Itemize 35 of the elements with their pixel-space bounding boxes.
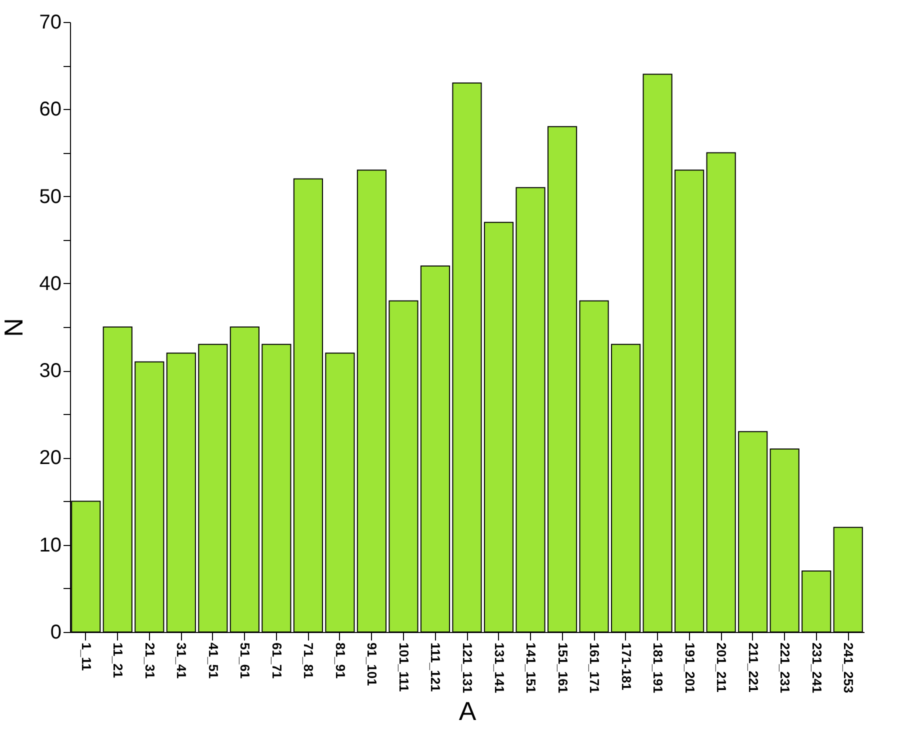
x-tick-label: 211_221 [746, 642, 761, 692]
y-tick-label: 70 [39, 12, 62, 34]
x-tick-label: 91_101 [364, 642, 380, 686]
x-tick-label: 171-181 [618, 642, 634, 690]
x-tick-label: 1_11 [78, 642, 94, 671]
y-tick-label: 50 [39, 186, 62, 208]
y-tick-label: 0 [50, 622, 62, 644]
x-tick-label: 41_51 [206, 642, 221, 679]
x-tick-label: 31_41 [174, 642, 190, 679]
x-tick-label: 241_253 [841, 642, 856, 694]
x-tick-label: 121_131 [460, 642, 475, 694]
x-tick-label: 151_161 [555, 642, 570, 694]
x-tick-label: 221_231 [778, 642, 793, 694]
x-tick-label: 231_241 [809, 642, 824, 694]
y-tick-label: 40 [39, 272, 62, 295]
y-tick-label: 20 [39, 447, 62, 470]
y-axis-title: N [0, 318, 28, 337]
x-tick-label: 131_141 [492, 642, 507, 694]
x-tick-label: 11_21 [110, 642, 126, 678]
x-tick-label: 101_111 [396, 642, 412, 692]
x-tick-label: 51_61 [238, 642, 253, 679]
x-tick-label: 141_151 [524, 642, 539, 694]
x-tick-label: 21_31 [142, 642, 158, 679]
x-tick-label: 201_211 [714, 642, 730, 692]
x-tick-label: 111_121 [428, 642, 444, 692]
x-tick-label: 71_81 [301, 642, 316, 679]
y-tick-label: 60 [39, 98, 62, 121]
y-tick-label: 30 [39, 360, 62, 382]
x-tick-label: 81_91 [332, 642, 348, 679]
y-tick-label: 10 [39, 534, 62, 556]
x-tick-label: 191_201 [682, 642, 698, 694]
x-tick-label: 61_71 [269, 642, 284, 679]
x-axis-title: A [458, 696, 477, 726]
x-tick-label: 161_171 [587, 642, 602, 694]
x-tick-label: 181_191 [650, 642, 666, 694]
